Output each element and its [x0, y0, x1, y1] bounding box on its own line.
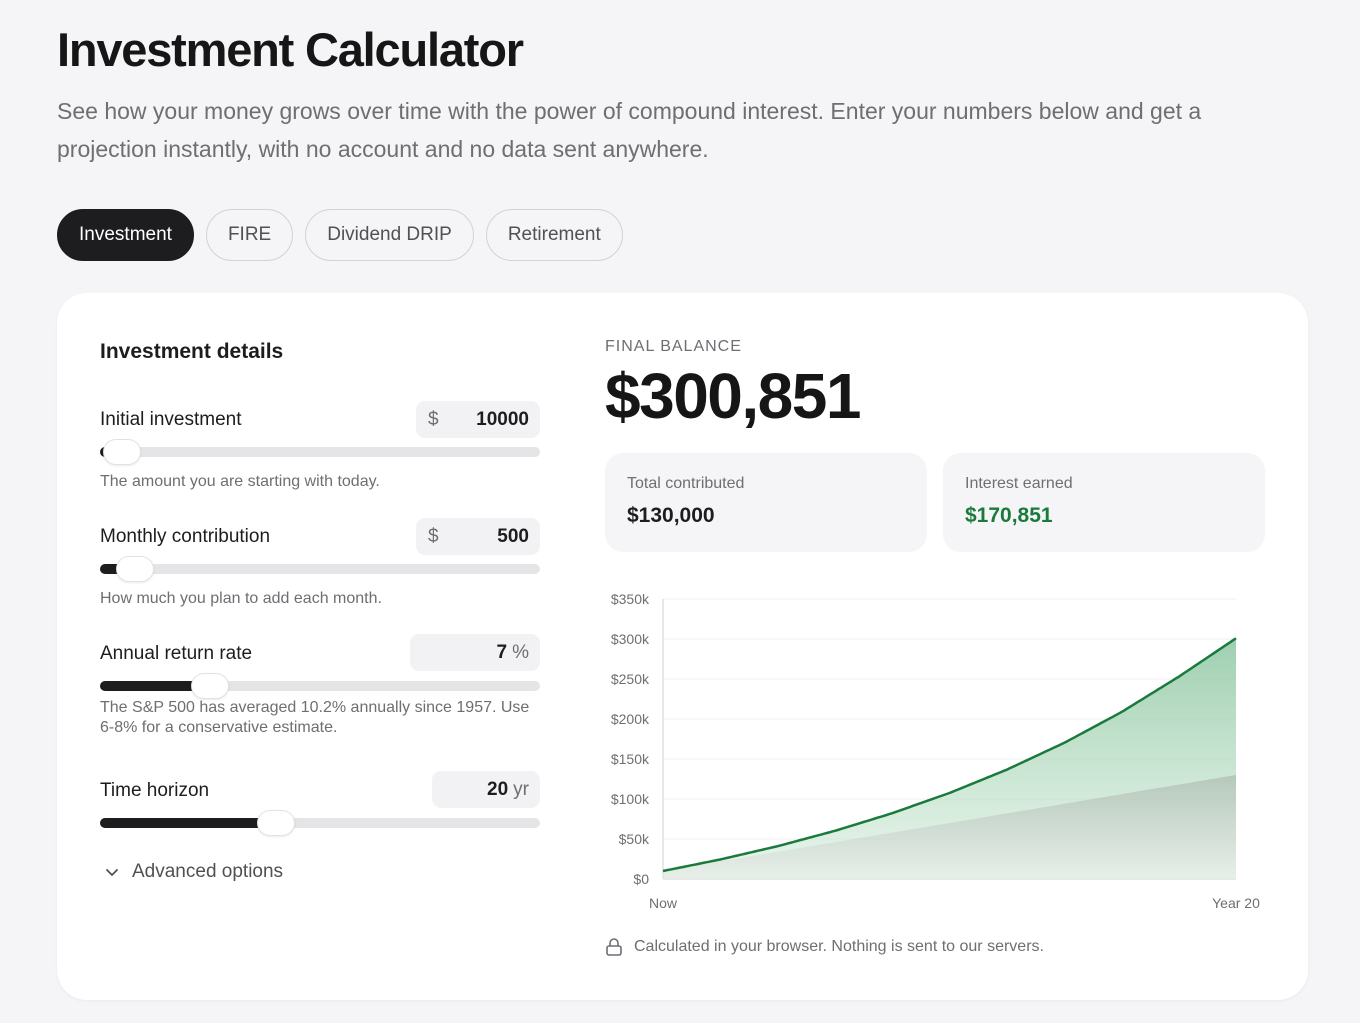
- chevron-down-icon: [106, 869, 118, 876]
- tab-retirement[interactable]: Retirement: [485, 209, 623, 261]
- y-tick-label: $150k: [611, 751, 650, 767]
- calculator-tabs: Investment FIRE Dividend DRIP Retirement: [57, 209, 623, 261]
- initial-investment-hint: The amount you are starting with today.: [100, 473, 380, 490]
- monthly-contribution-value: 500: [497, 525, 529, 547]
- slider-thumb[interactable]: [104, 440, 140, 464]
- tab-investment[interactable]: Investment: [57, 209, 194, 261]
- y-tick-label: $250k: [611, 671, 650, 687]
- annual-return-label: Annual return rate: [100, 643, 253, 664]
- initial-investment-input[interactable]: $ 10000: [416, 401, 540, 438]
- contributions-area: [663, 775, 1236, 879]
- y-tick-label: $0: [633, 871, 649, 887]
- annual-return-value: 7: [496, 641, 508, 663]
- page-subtitle: See how your money grows over time with …: [57, 98, 1202, 162]
- y-tick-label: $300k: [611, 631, 650, 647]
- slider-thumb[interactable]: [258, 811, 294, 835]
- slider-track: [100, 818, 540, 828]
- time-horizon-value: 20: [487, 778, 509, 800]
- x-tick-label-start: Now: [649, 895, 678, 911]
- dollar-prefix: $: [428, 525, 439, 547]
- total-contributed-card: Total contributed $130,000: [605, 453, 927, 552]
- final-balance-value: $300,851: [605, 360, 861, 432]
- calculator-card: Investment details Initial investment $ …: [57, 293, 1308, 1000]
- initial-investment-label: Initial investment: [100, 409, 242, 430]
- annual-return-hint: The S&P 500 has averaged 10.2% annually …: [100, 699, 530, 736]
- y-tick-label: $350k: [611, 591, 650, 607]
- interest-earned-label: Interest earned: [965, 475, 1073, 492]
- slider-track: [100, 564, 540, 574]
- privacy-note-text: Calculated in your browser. Nothing is s…: [634, 938, 1044, 955]
- balance-line: [662, 637, 1237, 873]
- lock-icon: [606, 938, 622, 956]
- slider-track: [100, 447, 540, 457]
- advanced-options-label: Advanced options: [132, 861, 284, 882]
- advanced-options-toggle[interactable]: Advanced options: [104, 861, 283, 883]
- x-tick-label-end: Year 20: [1212, 895, 1260, 911]
- interest-earned-value: $170,851: [965, 504, 1053, 527]
- slider-track: [100, 681, 540, 691]
- monthly-contribution-hint: How much you plan to add each month.: [100, 590, 382, 607]
- growth-chart: $0 $50k $100k $150k $200k $250k $300k $350k Now Y…: [611, 591, 1260, 911]
- percent-suffix: %: [512, 641, 529, 663]
- monthly-contribution-slider[interactable]: [100, 557, 540, 581]
- y-tick-label: $50k: [619, 831, 650, 847]
- total-contributed-value: $130,000: [627, 504, 715, 527]
- time-horizon-slider[interactable]: [100, 811, 540, 835]
- y-tick-label: $200k: [611, 711, 650, 727]
- total-contributed-label: Total contributed: [627, 475, 745, 492]
- slider-thumb[interactable]: [117, 557, 154, 581]
- annual-return-input[interactable]: 7 %: [410, 634, 540, 671]
- monthly-contribution-label: Monthly contribution: [100, 526, 271, 547]
- monthly-contribution-input[interactable]: $ 500: [416, 518, 540, 555]
- slider-fill: [100, 818, 276, 828]
- tab-fire[interactable]: FIRE: [205, 209, 294, 261]
- years-suffix: yr: [513, 778, 529, 800]
- annual-return-slider[interactable]: [100, 674, 540, 698]
- final-balance-label: FINAL BALANCE: [605, 338, 742, 355]
- initial-investment-value: 10000: [476, 408, 529, 430]
- time-horizon-label: Time horizon: [100, 780, 210, 801]
- y-tick-label: $100k: [611, 791, 650, 807]
- section-title: Investment details: [100, 340, 284, 363]
- time-horizon-input[interactable]: 20 yr: [432, 771, 540, 808]
- slider-fill: [100, 681, 210, 691]
- tab-dividend-drip[interactable]: Dividend DRIP: [305, 209, 474, 261]
- slider-thumb[interactable]: [192, 674, 228, 698]
- dollar-prefix: $: [428, 408, 439, 430]
- interest-earned-card: Interest earned $170,851: [943, 453, 1265, 552]
- privacy-note: Calculated in your browser. Nothing is s…: [605, 937, 1044, 957]
- initial-investment-slider[interactable]: [100, 440, 540, 464]
- page-title: Investment Calculator: [57, 23, 524, 76]
